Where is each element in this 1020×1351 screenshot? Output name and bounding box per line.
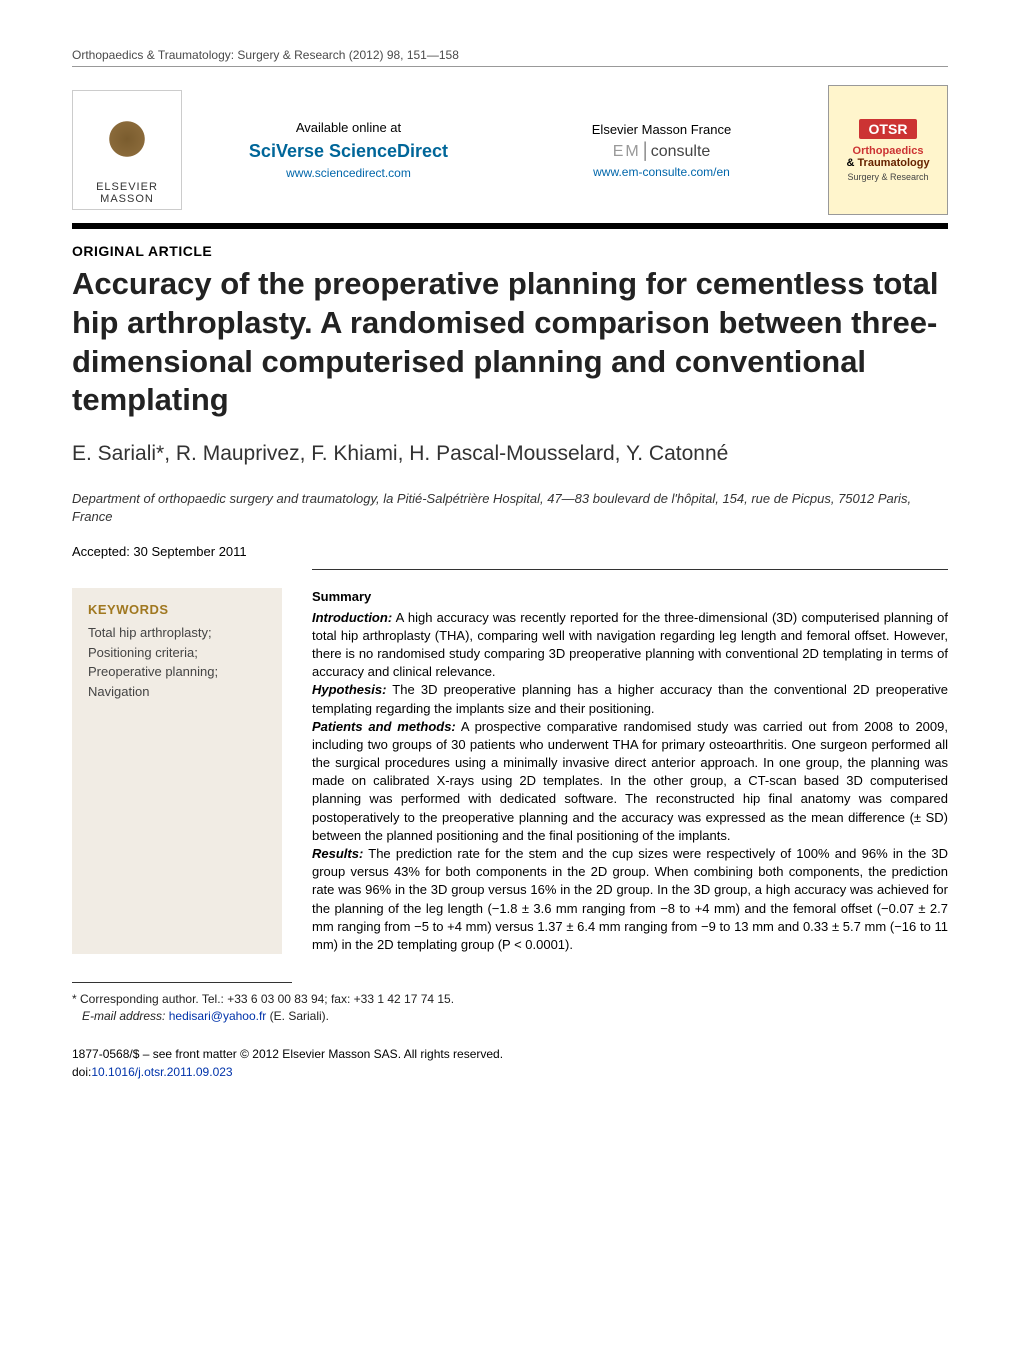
methods-text: A prospective comparative randomised stu…: [312, 719, 948, 843]
available-label: Available online at: [202, 120, 495, 135]
keywords-head: KEYWORDS: [88, 602, 266, 617]
sciencedirect-logo: SciVerse ScienceDirect: [202, 141, 495, 162]
sciencedirect-url[interactable]: www.sciencedirect.com: [202, 166, 495, 180]
emconsulte-logo: EM│consulte: [515, 143, 808, 161]
accepted-date: Accepted: 30 September 2011: [72, 544, 948, 559]
keywords-box: KEYWORDS Total hip arthroplasty; Positio…: [72, 588, 282, 954]
copyright-block: 1877-0568/$ – see front matter © 2012 El…: [72, 1045, 948, 1081]
copyright-line: 1877-0568/$ – see front matter © 2012 El…: [72, 1045, 948, 1063]
journal-amp: &: [846, 157, 857, 169]
emconsulte-url[interactable]: www.em-consulte.com/en: [515, 165, 808, 179]
footnotes: * Corresponding author. Tel.: +33 6 03 0…: [72, 991, 948, 1025]
intro-label: Introduction:: [312, 610, 392, 625]
affiliation: Department of orthopaedic surgery and tr…: [72, 490, 948, 526]
article-type: ORIGINAL ARTICLE: [72, 243, 948, 259]
corresponding-author: * Corresponding author. Tel.: +33 6 03 0…: [72, 991, 948, 1008]
publisher-logo: ELSEVIER MASSON: [72, 90, 182, 210]
intro-text: A high accuracy was recently reported fo…: [312, 610, 948, 680]
hyp-text: The 3D preoperative planning has a highe…: [312, 682, 948, 715]
doi-link[interactable]: 10.1016/j.otsr.2011.09.023: [91, 1065, 232, 1079]
summary: Summary Introduction: A high accuracy wa…: [312, 588, 948, 954]
abstract-rule: [312, 569, 948, 570]
masson-label: Elsevier Masson France: [515, 122, 808, 137]
results-text: The prediction rate for the stem and the…: [312, 846, 948, 952]
article-title: Accuracy of the preoperative planning fo…: [72, 265, 948, 420]
running-head: Orthopaedics & Traumatology: Surgery & R…: [72, 48, 948, 62]
keywords-list: Total hip arthroplasty; Positioning crit…: [88, 623, 266, 701]
authors: E. Sariali*, R. Mauprivez, F. Khiami, H.…: [72, 442, 948, 466]
available-online-block: Available online at SciVerse ScienceDire…: [202, 120, 495, 180]
journal-sub: Surgery & Research: [847, 172, 928, 182]
journal-header: ELSEVIER MASSON Available online at SciV…: [72, 85, 948, 215]
email-link[interactable]: hedisari@yahoo.fr: [169, 1009, 267, 1023]
em-text: EM: [613, 143, 641, 160]
consulte-text: consulte: [651, 143, 711, 160]
elsevier-tree-icon: [102, 115, 152, 175]
journal-ortho: Orthopaedics: [853, 145, 924, 157]
email-label: E-mail address:: [82, 1009, 165, 1023]
summary-head: Summary: [312, 588, 948, 606]
email-line: E-mail address: hedisari@yahoo.fr (E. Sa…: [72, 1008, 948, 1025]
thick-rule: [72, 223, 948, 229]
journal-name: Orthopaedics & Traumatology: [846, 145, 929, 169]
summary-results: Results: The prediction rate for the ste…: [312, 845, 948, 954]
methods-label: Patients and methods:: [312, 719, 456, 734]
summary-intro: Introduction: A high accuracy was recent…: [312, 609, 948, 682]
email-suffix: (E. Sariali).: [266, 1009, 329, 1023]
hyp-label: Hypothesis:: [312, 682, 386, 697]
doi-prefix: doi:: [72, 1065, 91, 1079]
footnote-rule: [72, 982, 292, 983]
head-rule: [72, 66, 948, 67]
journal-trauma: Traumatology: [857, 157, 929, 169]
pipe: │: [641, 143, 651, 160]
summary-methods: Patients and methods: A prospective comp…: [312, 718, 948, 845]
doi-line: doi:10.1016/j.otsr.2011.09.023: [72, 1063, 948, 1081]
abstract-row: KEYWORDS Total hip arthroplasty; Positio…: [72, 588, 948, 954]
journal-cover-logo: OTSR Orthopaedics & Traumatology Surgery…: [828, 85, 948, 215]
masson-block: Elsevier Masson France EM│consulte www.e…: [515, 122, 808, 179]
publisher-name: ELSEVIER MASSON: [77, 181, 177, 205]
otsr-badge: OTSR: [859, 119, 918, 139]
summary-hypothesis: Hypothesis: The 3D preoperative planning…: [312, 681, 948, 717]
results-label: Results:: [312, 846, 363, 861]
